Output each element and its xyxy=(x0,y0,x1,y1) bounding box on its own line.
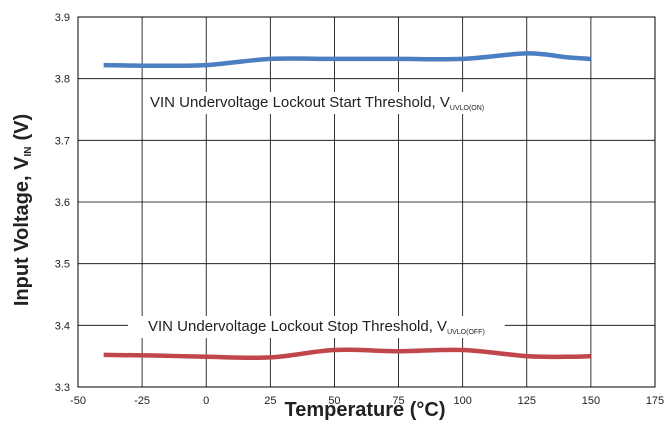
y-tick-label: 3.3 xyxy=(55,382,70,394)
series-label-start-background xyxy=(146,92,489,114)
series-label-stop-text: VIN Undervoltage Lockout Stop Threshold,… xyxy=(148,318,447,335)
plot-frame xyxy=(77,16,656,388)
series-layer xyxy=(103,51,592,361)
series-label-start-threshold: VIN Undervoltage Lockout Start Threshold… xyxy=(150,94,484,112)
y-tick-label: 3.9 xyxy=(55,12,70,24)
x-tick-label: 100 xyxy=(453,395,471,407)
x-tick-label: -25 xyxy=(134,395,150,407)
series-label-stop-sub: UVLO(OFF) xyxy=(447,329,485,336)
y-tick-label: 3.5 xyxy=(55,259,70,271)
x-tick-labels: -50 -25 0 25 50 75 100 125 150 175 xyxy=(70,395,664,407)
series-label-stop-threshold: VIN Undervoltage Lockout Stop Threshold,… xyxy=(148,318,485,336)
y-tick-labels: 3.3 3.4 3.5 3.6 3.7 3.8 3.9 xyxy=(55,12,70,394)
x-tick-label: 0 xyxy=(203,395,209,407)
x-tick-label: 175 xyxy=(646,395,664,407)
y-axis-label-main: Input Voltage, V xyxy=(11,156,33,306)
y-axis-label-unit: (V) xyxy=(11,114,33,141)
y-tick-label: 3.8 xyxy=(55,74,70,86)
y-axis-label-sub: IN xyxy=(23,147,34,157)
series-label-start-text: VIN Undervoltage Lockout Start Threshold… xyxy=(150,94,450,111)
x-tick-label: 150 xyxy=(582,395,600,407)
series-line-0 xyxy=(103,51,592,69)
series-label-start-sub: UVLO(ON) xyxy=(450,105,484,112)
y-tick-label: 3.4 xyxy=(55,320,70,332)
series-line-1 xyxy=(103,347,591,361)
y-tick-label: 3.6 xyxy=(55,197,70,209)
y-axis-label: Input Voltage, VIN (V) xyxy=(11,114,34,306)
y-tick-label: 3.7 xyxy=(55,135,70,147)
x-tick-label: 125 xyxy=(518,395,536,407)
x-tick-label: 50 xyxy=(328,395,340,407)
x-tick-label: 25 xyxy=(264,395,276,407)
series-label-stop-background xyxy=(128,316,505,338)
x-tick-label: -50 xyxy=(70,395,86,407)
x-axis-label: Temperature (°C) xyxy=(285,399,446,421)
x-tick-label: 75 xyxy=(392,395,404,407)
